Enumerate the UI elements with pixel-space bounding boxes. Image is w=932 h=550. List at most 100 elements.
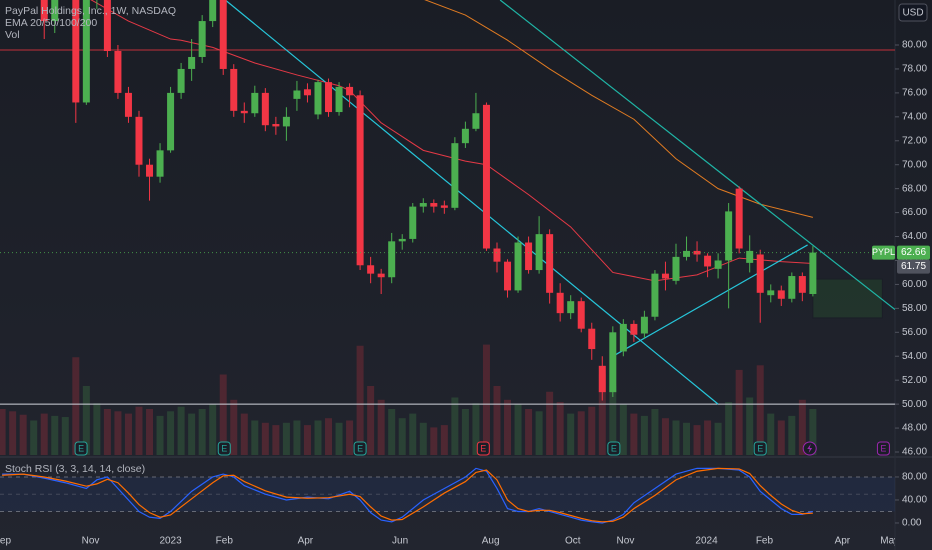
candle-body bbox=[377, 273, 385, 278]
candle-body bbox=[82, 0, 90, 103]
candle-body bbox=[630, 323, 638, 335]
volume-bar bbox=[219, 374, 227, 455]
volume-bar bbox=[609, 386, 617, 455]
volume-bar bbox=[725, 402, 733, 455]
candle-body bbox=[514, 242, 522, 291]
candle-body bbox=[293, 90, 301, 99]
candle-body bbox=[51, 0, 59, 22]
volume-bar bbox=[135, 406, 143, 455]
candle-body bbox=[809, 252, 817, 294]
volume-bar bbox=[167, 411, 175, 455]
ema-price-label: 61.75 bbox=[901, 261, 926, 272]
candle-body bbox=[598, 365, 606, 393]
volume-bar bbox=[156, 415, 164, 455]
price-axis: 46.00 48.00 50.00 52.00 54.00 56.00 58.00 60.00… bbox=[895, 40, 927, 529]
volume-bar bbox=[746, 397, 754, 455]
volume-bar bbox=[51, 415, 59, 455]
y-tick-label: 76.00 bbox=[902, 88, 927, 99]
indicator-label: EMA 20/50/100/200 bbox=[5, 17, 97, 29]
event-label[interactable]: E bbox=[221, 443, 227, 453]
stoch-d bbox=[2, 467, 813, 523]
stoch-k bbox=[2, 467, 814, 524]
volume-bar bbox=[630, 413, 638, 455]
last-price-label: 62.66 bbox=[901, 247, 926, 258]
ema-price-box bbox=[897, 259, 930, 274]
event-icon[interactable] bbox=[74, 441, 88, 456]
x-tick-label: Nov bbox=[82, 536, 100, 547]
y-tick-label: 68.00 bbox=[902, 183, 927, 194]
event-icon[interactable] bbox=[476, 441, 490, 456]
volume-bar bbox=[493, 386, 501, 455]
volume-bar bbox=[293, 420, 301, 455]
y-tick-label: 80.00 bbox=[902, 40, 927, 51]
stoch-pane bbox=[0, 467, 895, 524]
volume-bar bbox=[282, 422, 290, 455]
volume-bar bbox=[767, 413, 775, 455]
x-tick-label: Nov bbox=[617, 536, 635, 547]
event-label[interactable]: E bbox=[357, 443, 363, 453]
candle-body bbox=[440, 205, 448, 208]
candle-body bbox=[419, 203, 427, 207]
candle-body bbox=[335, 86, 343, 113]
volume-bar bbox=[61, 417, 69, 455]
x-tick-label: Feb bbox=[756, 536, 774, 547]
y-tick-label: 60.00 bbox=[902, 279, 927, 290]
candle-body bbox=[177, 68, 185, 93]
currency-box[interactable] bbox=[898, 3, 928, 22]
event-label[interactable]: E bbox=[78, 443, 84, 453]
event-icon[interactable] bbox=[753, 441, 767, 456]
y-tick-label: 64.00 bbox=[902, 231, 927, 242]
candle-body bbox=[230, 68, 238, 111]
volume-bar bbox=[377, 399, 385, 455]
volume-bar bbox=[114, 411, 122, 455]
candle-body bbox=[672, 256, 680, 281]
volume-bar bbox=[640, 415, 648, 455]
volume-bar bbox=[146, 409, 154, 455]
volume-bar bbox=[504, 399, 512, 455]
event-icon[interactable] bbox=[353, 441, 367, 456]
candle-body bbox=[735, 188, 743, 249]
last-price-box bbox=[897, 245, 930, 260]
candle-body bbox=[651, 273, 659, 317]
candle-body bbox=[661, 273, 669, 279]
volume-bar bbox=[535, 411, 543, 455]
volume-bar bbox=[714, 422, 722, 455]
candle-body bbox=[219, 0, 227, 69]
candle-body bbox=[777, 290, 785, 299]
candle-body bbox=[346, 86, 354, 96]
event-label[interactable]: E bbox=[611, 443, 617, 453]
volume-bar bbox=[409, 413, 417, 455]
volume-bar bbox=[177, 406, 185, 455]
event-label[interactable]: E bbox=[880, 443, 886, 453]
volume-bar bbox=[419, 422, 427, 455]
candle-body bbox=[493, 248, 501, 262]
volume-bar bbox=[651, 409, 659, 455]
candle-body bbox=[356, 95, 364, 266]
event-icon[interactable] bbox=[217, 441, 231, 456]
event-label[interactable]: E bbox=[480, 443, 486, 453]
candle-body bbox=[156, 150, 164, 177]
event-icon[interactable] bbox=[876, 441, 890, 456]
y-tick-label: 46.00 bbox=[902, 447, 927, 458]
volume-bar bbox=[398, 418, 406, 455]
volume-label: Vol bbox=[5, 29, 20, 41]
candle-body bbox=[798, 276, 806, 293]
candle-body bbox=[272, 124, 280, 127]
volume-bar bbox=[272, 425, 280, 455]
x-tick-label: Feb bbox=[216, 536, 234, 547]
event-label[interactable]: E bbox=[757, 443, 763, 453]
event-icon[interactable] bbox=[607, 441, 621, 456]
volume-bar bbox=[103, 409, 111, 455]
currency[interactable]: USD bbox=[902, 8, 923, 19]
candle-body bbox=[325, 82, 333, 113]
y-tick-label: 52.00 bbox=[902, 375, 927, 386]
volume-bar bbox=[798, 399, 806, 455]
volume-bar bbox=[693, 425, 701, 455]
x-tick-label: Apr bbox=[298, 536, 314, 547]
y-tick-label: 58.00 bbox=[902, 303, 927, 314]
bolt-glyph bbox=[807, 444, 813, 453]
candle-body bbox=[167, 92, 175, 151]
candle-body bbox=[72, 0, 80, 103]
